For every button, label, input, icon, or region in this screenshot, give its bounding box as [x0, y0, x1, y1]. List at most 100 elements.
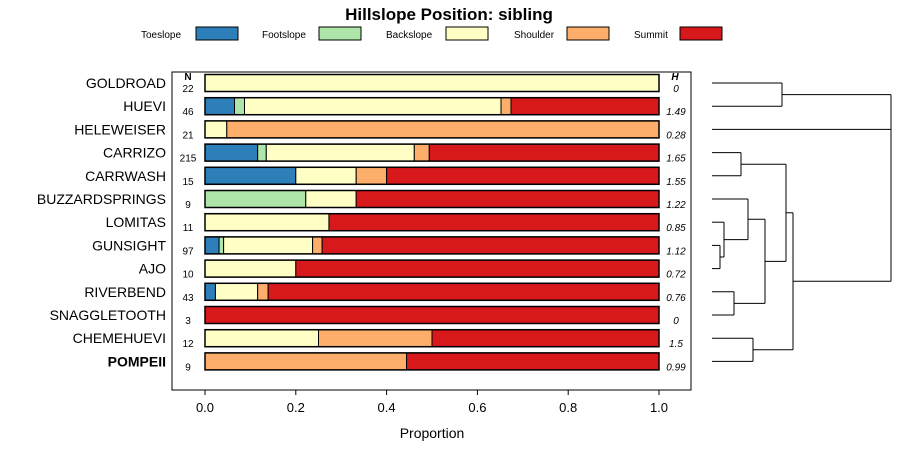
n-header: N [184, 72, 191, 83]
x-tick-label: 0.8 [559, 400, 577, 415]
legend-swatch [566, 26, 610, 41]
h-entropy: 0.99 [666, 362, 686, 373]
bar-segment [218, 236, 225, 255]
site-label: AJO [139, 261, 166, 277]
bar-segment [312, 236, 323, 255]
bar-segment [204, 166, 297, 185]
bar-segment [214, 282, 259, 301]
bar-segment [204, 259, 297, 278]
bar-segment [265, 143, 415, 162]
bar-segment [204, 97, 236, 116]
legend-swatch [195, 26, 239, 41]
legend-label: Backslope [386, 30, 433, 41]
n-count: 215 [180, 154, 197, 165]
n-count: 15 [182, 177, 194, 188]
site-label: LOMITAS [106, 214, 166, 230]
plot-frame [171, 71, 692, 391]
bar-outline [204, 328, 660, 348]
legend-label: Summit [634, 30, 668, 41]
bar-segment [204, 236, 220, 255]
bar-segment [386, 166, 660, 185]
bar-segment [243, 97, 502, 116]
bar-segment [328, 213, 660, 232]
legend-swatch [318, 26, 362, 41]
bar-outline [204, 189, 660, 209]
bar-segment [204, 213, 330, 232]
bar-segment [355, 190, 660, 208]
legend-label: Footslope [262, 30, 306, 41]
bar-outline [204, 143, 660, 162]
bar-segment [295, 259, 660, 278]
bar-segment [406, 352, 660, 371]
bar-segment [295, 166, 357, 185]
bar-segment [223, 236, 314, 255]
bar-segment [257, 143, 267, 162]
h-entropy: 1.22 [666, 200, 686, 211]
x-axis: 0.0 0.2 0.4 0.6 0.8 1.0 [196, 390, 668, 415]
bars: GOLDROAD 22 0 HUEVI 46 1.49 HELEWEISER 21 0.28 CA… [37, 73, 686, 373]
h-entropy: 1.65 [666, 154, 686, 165]
bar-outline [204, 352, 660, 371]
bar-segment [234, 97, 245, 116]
bar-segment [204, 120, 228, 139]
site-label: GUNSIGHT [92, 237, 166, 253]
h-entropy: 0.72 [666, 270, 686, 281]
x-axis-title: Proportion [400, 425, 465, 441]
bar-segment [204, 143, 259, 162]
bar-outline [204, 166, 660, 186]
legend-label: Shoulder [514, 30, 555, 41]
bar-segment [431, 329, 660, 348]
bar-segment [500, 97, 512, 116]
chart-title: Hillslope Position: sibling [345, 5, 553, 24]
bar-outline [204, 96, 660, 116]
bar-segment [204, 306, 660, 324]
bar-outline [204, 236, 660, 255]
site-label: SNAGGLETOOTH [50, 307, 166, 323]
bar-segment [267, 282, 660, 301]
dendrogram [712, 82, 892, 362]
bar-outline [204, 73, 660, 93]
bar-segment [321, 236, 660, 255]
site-label: POMPEII [108, 353, 166, 369]
bar-outline [204, 282, 660, 302]
bar-segment [204, 190, 307, 208]
n-count: 11 [183, 223, 194, 234]
site-label: HELEWEISER [74, 121, 166, 137]
bar-segment [204, 352, 408, 371]
x-tick-label: 0.0 [196, 400, 214, 415]
site-label: HUEVI [123, 98, 166, 114]
n-count: 43 [182, 293, 194, 304]
h-entropy: 1.5 [669, 339, 683, 350]
h-entropy: 1.49 [666, 107, 686, 118]
n-count: 9 [185, 200, 191, 211]
n-count: 21 [182, 130, 194, 141]
h-entropy: 0 [673, 84, 679, 95]
legend: Toeslope Footslope Backslope Shoulder Summit [141, 26, 723, 41]
h-entropy: 0 [673, 316, 679, 327]
x-tick-label: 0.6 [468, 400, 486, 415]
h-entropy: 0.85 [666, 223, 686, 234]
bar-segment [204, 282, 216, 301]
site-label: GOLDROAD [86, 75, 166, 91]
bar-outline [204, 259, 660, 278]
n-count: 97 [182, 246, 194, 257]
bar-segment [204, 74, 660, 92]
site-label: CHEMEHUEVI [73, 330, 166, 346]
h-header: H [671, 72, 679, 83]
h-entropy: 1.55 [666, 177, 686, 188]
bar-segment [204, 329, 319, 348]
bar-segment [305, 190, 357, 208]
h-entropy: 0.76 [666, 293, 686, 304]
bar-segment [355, 166, 388, 185]
legend-label: Toeslope [141, 30, 181, 41]
x-tick-label: 0.4 [378, 400, 396, 415]
bar-segment [428, 143, 660, 162]
legend-swatch [679, 26, 723, 41]
n-count: 12 [182, 339, 194, 350]
site-label: RIVERBEND [84, 284, 166, 300]
n-count: 3 [185, 316, 191, 327]
h-entropy: 1.12 [666, 246, 686, 257]
bar-segment [257, 282, 269, 301]
n-count: 46 [182, 107, 194, 118]
